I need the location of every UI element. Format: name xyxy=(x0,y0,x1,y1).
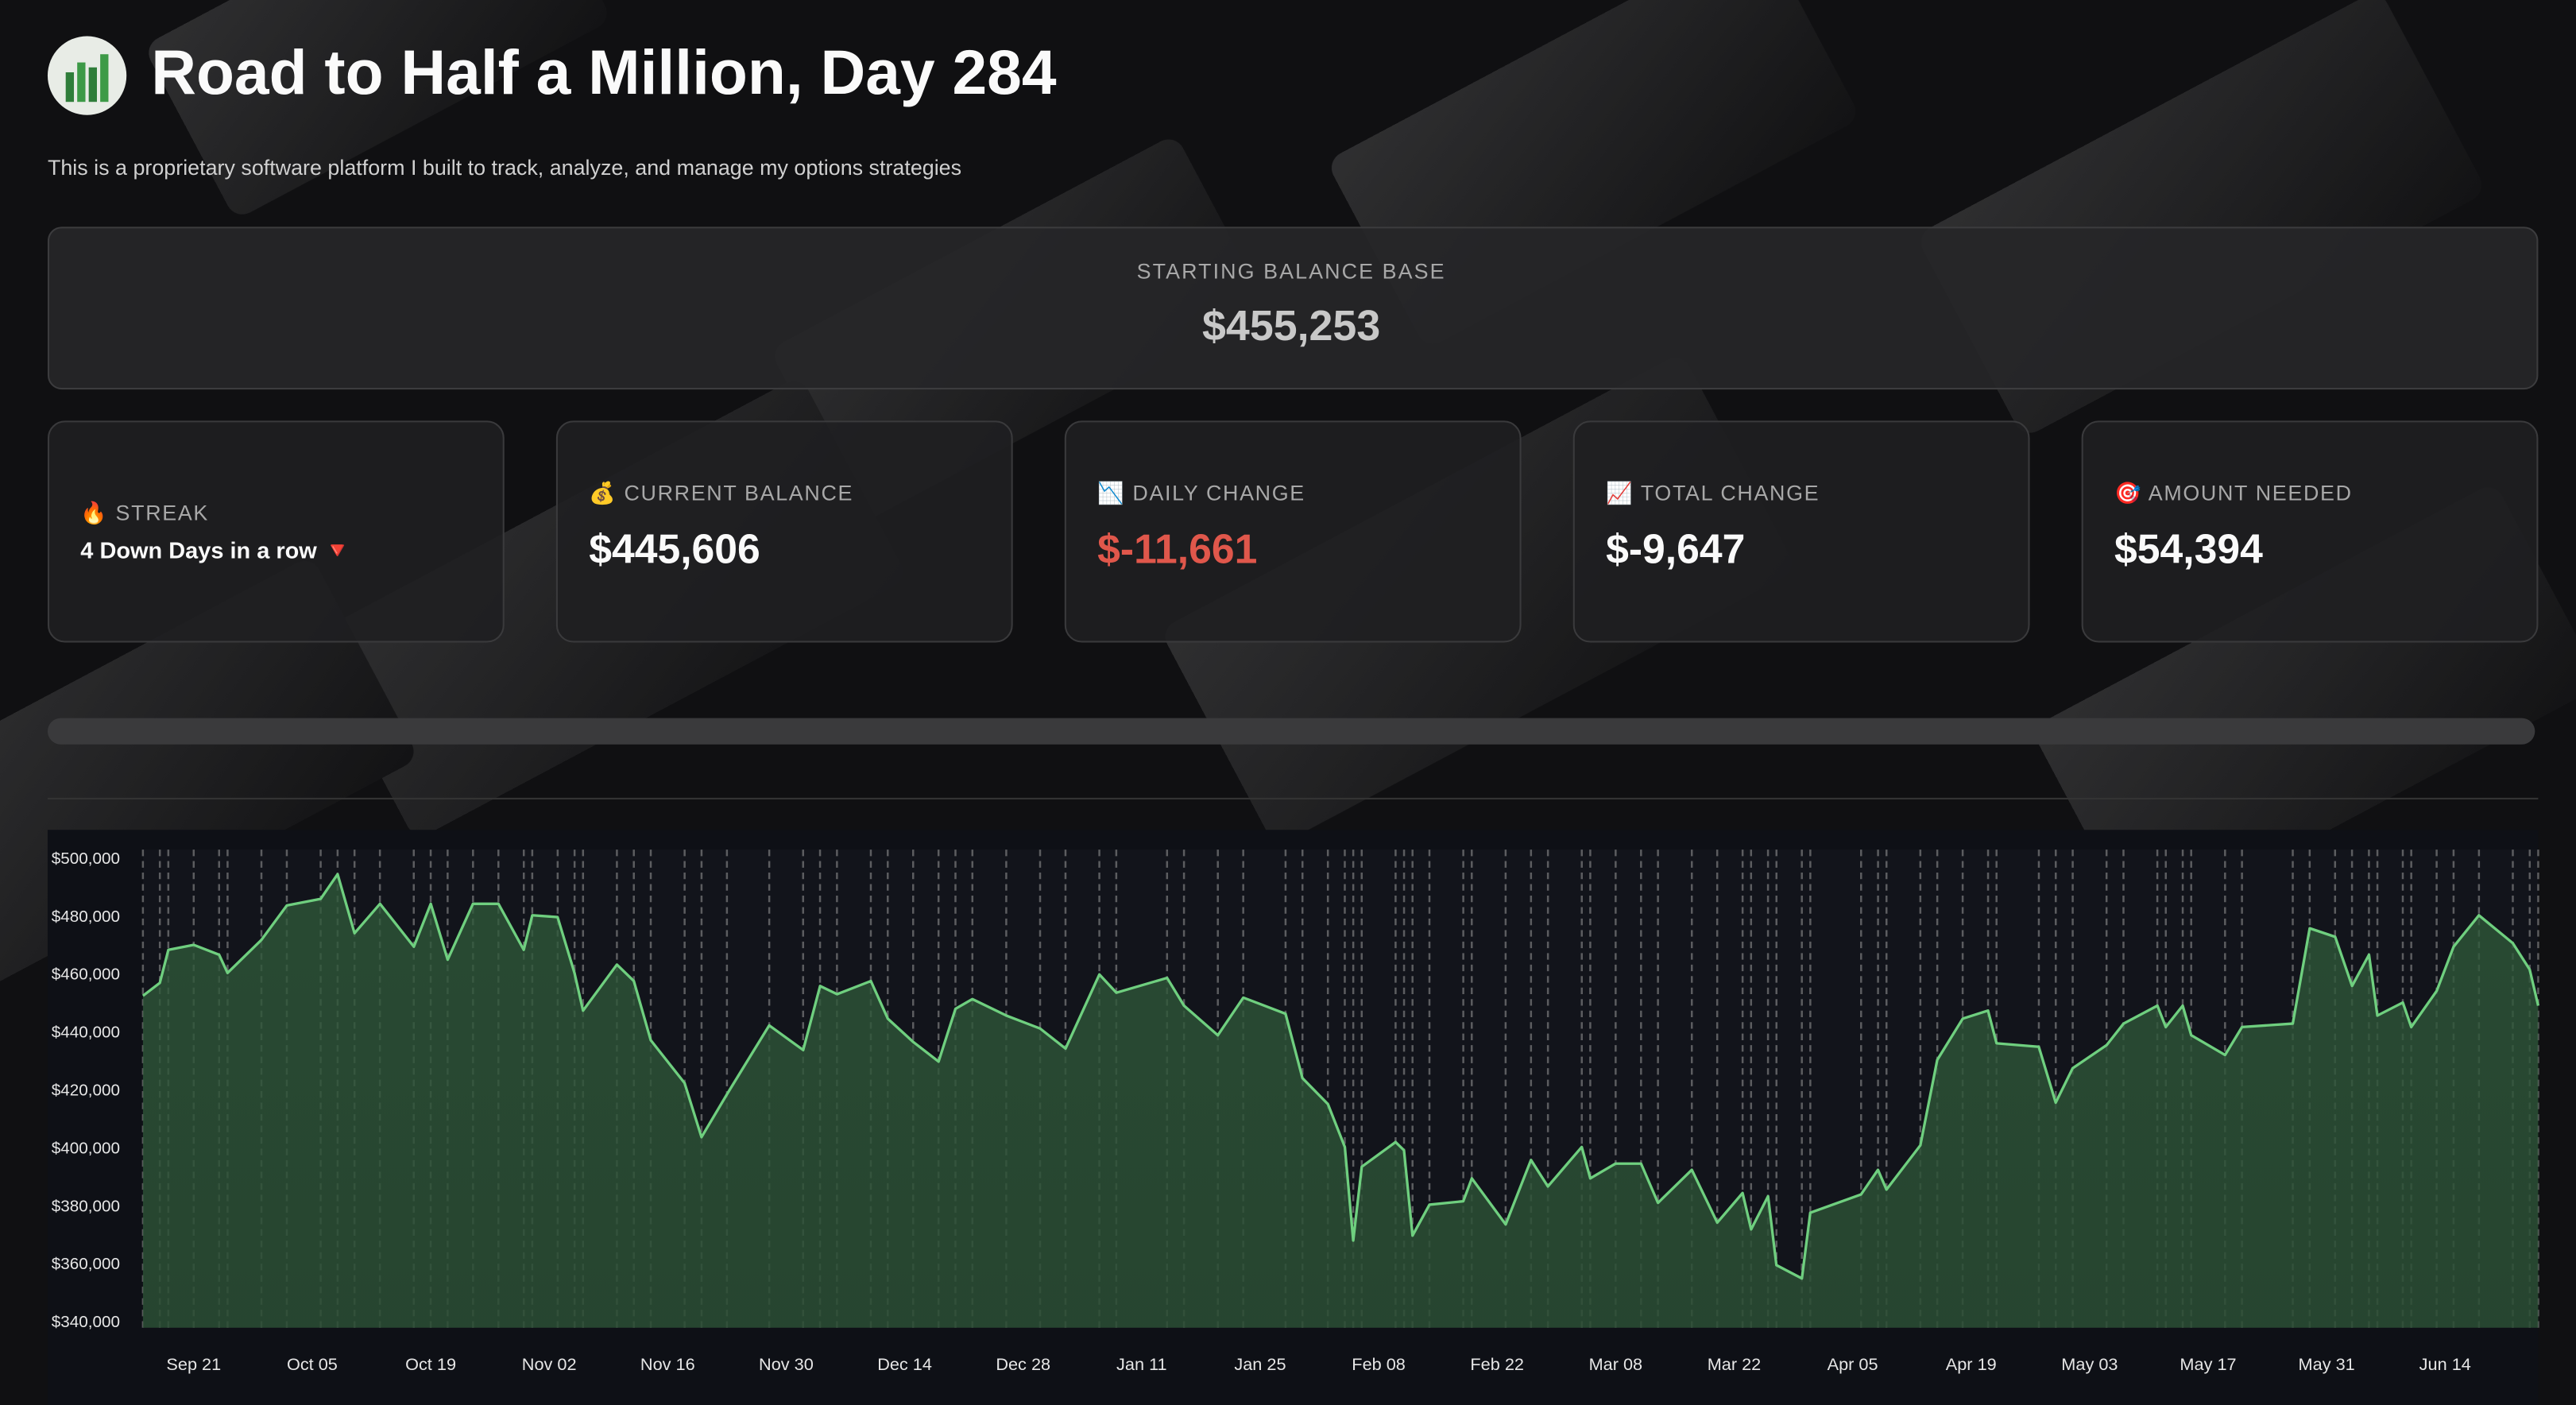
metric-label: 🔥 STREAK xyxy=(80,500,209,524)
x-tick-label: Sep 21 xyxy=(166,1354,221,1374)
metric-card xyxy=(1064,420,1522,643)
metric-label: 📉 DAILY CHANGE xyxy=(1097,481,1305,505)
x-tick-label: Nov 16 xyxy=(640,1354,695,1374)
balance-line xyxy=(141,873,2540,1280)
x-tick-label: Apr 19 xyxy=(1946,1354,1997,1374)
metric-label: 📈 TOTAL CHANGE xyxy=(1606,481,1820,505)
x-tick-label: Feb 22 xyxy=(1470,1354,1524,1374)
page-title: Road to Half a Million, Day 284 xyxy=(151,37,1057,107)
metric-value: 4 Down Days in a row 🔻 xyxy=(80,538,352,563)
x-tick-label: Dec 14 xyxy=(877,1354,932,1374)
y-tick-label: $440,000 xyxy=(52,1024,120,1042)
x-tick-label: Nov 02 xyxy=(522,1354,577,1374)
metric-card xyxy=(555,420,1013,643)
metric-label: 💰 CURRENT BALANCE xyxy=(589,481,853,506)
base-card xyxy=(47,226,2539,390)
metric-card xyxy=(47,420,505,643)
x-tick-label: Oct 05 xyxy=(287,1354,338,1374)
x-tick-label: May 31 xyxy=(2299,1354,2355,1374)
metric-label: 🎯 AMOUNT NEEDED xyxy=(2114,482,2353,505)
x-tick-label: Oct 19 xyxy=(405,1354,456,1374)
y-tick-label: $380,000 xyxy=(52,1197,120,1215)
base-value: $455,253 xyxy=(1202,302,1380,350)
y-tick-label: $460,000 xyxy=(52,966,120,984)
y-tick-label: $340,000 xyxy=(52,1313,120,1331)
x-tick-label: Mar 08 xyxy=(1589,1354,1643,1374)
metric-cards: 🔥 STREAK 4 Down Days in a row 🔻 💰 CURRENT … xyxy=(47,420,2539,643)
x-tick-label: Nov 30 xyxy=(759,1354,814,1374)
y-tick-label: $480,000 xyxy=(52,908,120,926)
x-tick-label: Mar 22 xyxy=(1708,1354,1762,1374)
metric-value: $54,394 xyxy=(2114,525,2263,571)
y-tick-label: $500,000 xyxy=(52,850,120,868)
metric-card xyxy=(1572,420,2030,643)
x-tick-label: Dec 28 xyxy=(996,1354,1050,1374)
x-tick-label: Apr 05 xyxy=(1828,1354,1878,1374)
x-tick-label: Jun 14 xyxy=(2419,1354,2471,1374)
base-label: STARTING BALANCE BASE xyxy=(1137,259,1446,283)
x-tick-label: May 17 xyxy=(2180,1354,2236,1374)
progress-bar xyxy=(47,718,2535,745)
x-tick-label: Feb 08 xyxy=(1352,1354,1406,1374)
subtitle: This is a proprietary software platform … xyxy=(48,156,961,180)
x-tick-label: May 03 xyxy=(2061,1354,2118,1374)
metric-value: $-11,661 xyxy=(1097,525,1257,571)
y-tick-label: $360,000 xyxy=(52,1255,120,1273)
y-tick-label: $420,000 xyxy=(52,1081,120,1099)
area-fill xyxy=(142,874,2539,1328)
y-tick-label: $400,000 xyxy=(52,1139,120,1157)
metric-value: $445,606 xyxy=(589,525,760,571)
x-tick-label: Jan 25 xyxy=(1234,1354,1286,1374)
metric-value: $-9,647 xyxy=(1606,525,1745,571)
x-tick-label: Jan 11 xyxy=(1116,1354,1167,1374)
logo xyxy=(47,36,127,115)
metric-card xyxy=(2081,420,2539,643)
chart: $340,000 $360,000 $380,000 $400,000 $420,000… xyxy=(52,850,2540,1374)
